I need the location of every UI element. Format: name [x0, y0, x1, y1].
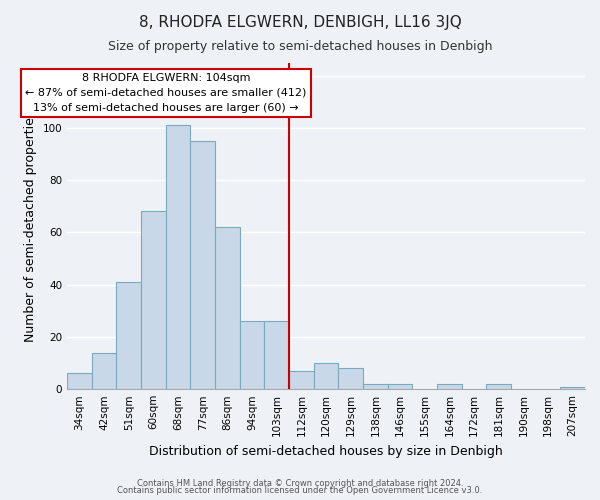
Text: 8 RHODFA ELGWERN: 104sqm
← 87% of semi-detached houses are smaller (412)
13% of : 8 RHODFA ELGWERN: 104sqm ← 87% of semi-d…: [25, 73, 307, 112]
Bar: [363, 384, 388, 389]
Bar: [67, 374, 92, 389]
Bar: [289, 371, 314, 389]
Text: 8, RHODFA ELGWERN, DENBIGH, LL16 3JQ: 8, RHODFA ELGWERN, DENBIGH, LL16 3JQ: [139, 15, 461, 30]
Bar: [215, 227, 240, 389]
Bar: [240, 321, 265, 389]
Bar: [560, 386, 585, 389]
Bar: [314, 363, 338, 389]
Bar: [388, 384, 412, 389]
Bar: [265, 321, 289, 389]
Bar: [487, 384, 511, 389]
Bar: [92, 352, 116, 389]
Bar: [190, 141, 215, 389]
Y-axis label: Number of semi-detached properties: Number of semi-detached properties: [24, 110, 37, 342]
Bar: [166, 125, 190, 389]
Bar: [116, 282, 141, 389]
X-axis label: Distribution of semi-detached houses by size in Denbigh: Distribution of semi-detached houses by …: [149, 444, 503, 458]
Text: Size of property relative to semi-detached houses in Denbigh: Size of property relative to semi-detach…: [108, 40, 492, 53]
Bar: [338, 368, 363, 389]
Bar: [437, 384, 461, 389]
Bar: [141, 212, 166, 389]
Text: Contains public sector information licensed under the Open Government Licence v3: Contains public sector information licen…: [118, 486, 482, 495]
Text: Contains HM Land Registry data © Crown copyright and database right 2024.: Contains HM Land Registry data © Crown c…: [137, 478, 463, 488]
